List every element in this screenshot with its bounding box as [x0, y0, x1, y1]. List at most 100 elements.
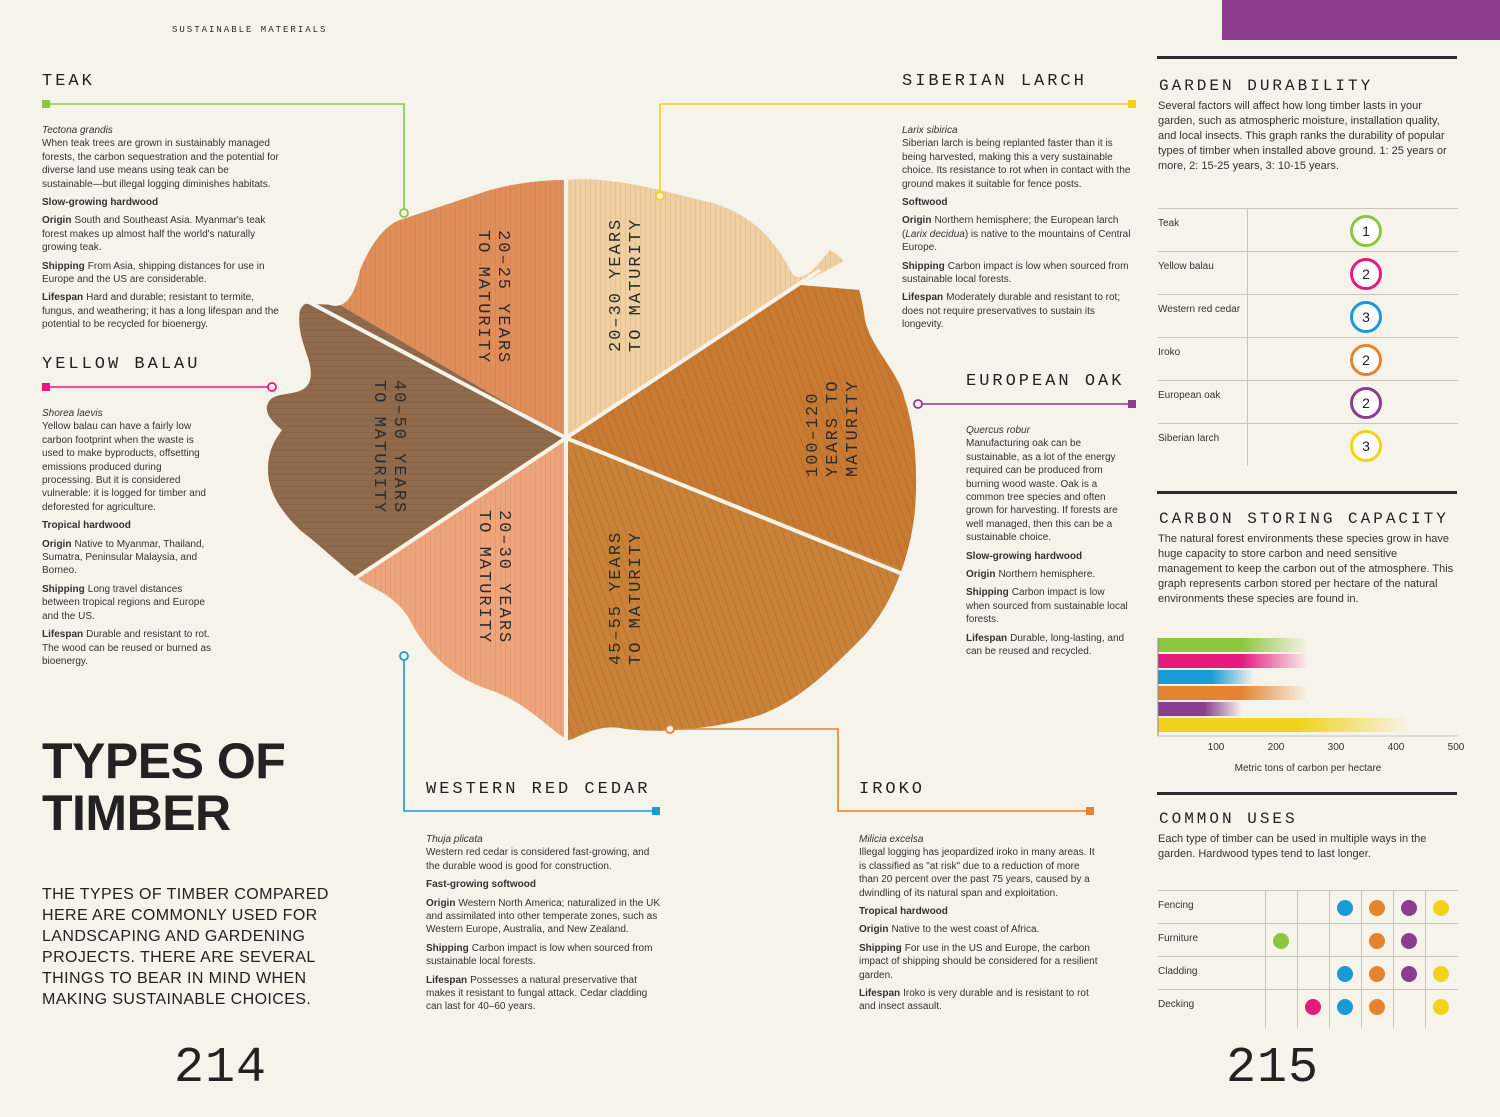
durability-row: Iroko 2: [1158, 337, 1458, 380]
teak-lifespan: Hard and durable; resistant to termite, …: [42, 292, 279, 331]
uses-row: Fencing: [1158, 890, 1458, 923]
carbon-bar-yellow-balau: [1158, 654, 1308, 668]
wedge-label-balau: 40–50 YEARSTO MATURITY: [369, 380, 408, 514]
wedge-label-teak: 20–25 YEARSTO MATURITY: [473, 230, 512, 364]
uses-dot: [1369, 999, 1385, 1015]
iroko-type: Tropical hardwood: [859, 906, 948, 918]
siberian-larch-title: SIBERIAN LARCH: [902, 72, 1087, 91]
iroko-shipping-key: Shipping: [859, 942, 902, 954]
european-oak-origin-key: Origin: [966, 569, 996, 581]
durability-row-label: Teak: [1158, 218, 1180, 229]
uses-grid-line: [1425, 890, 1426, 1028]
uses-row: Cladding: [1158, 956, 1458, 989]
carbon-rule: [1157, 491, 1457, 494]
teak-title: TEAK: [42, 72, 95, 91]
durability-rank-badge: 3: [1350, 430, 1382, 462]
siberian-larch-origin-a: Northern hemisphere; the European larch …: [902, 215, 1119, 240]
european-oak-lifespan-key: Lifespan: [966, 632, 1008, 644]
yellow-balau-type: Tropical hardwood: [42, 520, 131, 532]
european-oak-shipping-key: Shipping: [966, 587, 1009, 599]
siberian-larch-origin-key: Origin: [902, 215, 932, 227]
page-number-right: 215: [1226, 1040, 1320, 1097]
western-red-cedar-type: Fast-growing softwood: [426, 879, 536, 891]
western-red-cedar-intro: Western red cedar is considered fast-gro…: [426, 847, 650, 872]
uses-dot: [1273, 933, 1289, 949]
teak-origin: South and Southeast Asia. Myanmar's teak…: [42, 215, 266, 254]
iroko-title: IROKO: [859, 780, 926, 799]
uses-dot: [1337, 999, 1353, 1015]
carbon-bar-iroko: [1158, 686, 1308, 700]
durability-row-label: Iroko: [1158, 347, 1181, 358]
carbon-tick-label: 300: [1328, 742, 1345, 753]
yellow-balau-origin: Native to Myanmar, Thailand, Sumatra, Pe…: [42, 538, 205, 577]
yellow-balau-lifespan-key: Lifespan: [42, 629, 84, 641]
siberian-larch-shipping-key: Shipping: [902, 260, 945, 272]
european-oak-shipping: Carbon impact is low when sourced from s…: [966, 587, 1128, 626]
yellow-balau-origin-key: Origin: [42, 538, 72, 550]
siberian-larch-latin: Larix sibirica: [902, 125, 958, 136]
top-rule: [1157, 56, 1457, 59]
european-oak-info: Quercus robur Manufacturing oak can be s…: [966, 424, 1128, 664]
siberian-larch-origin-latin: Larix decidua: [905, 228, 965, 240]
western-red-cedar-info: Thuja plicata Western red cedar is consi…: [426, 833, 662, 1019]
uses-dot: [1369, 933, 1385, 949]
carbon-bar-western-red-cedar: [1158, 670, 1254, 684]
european-oak-intro: Manufacturing oak can be sustainable, as…: [966, 438, 1118, 544]
uses-dot: [1337, 900, 1353, 916]
siberian-larch-lifespan-key: Lifespan: [902, 292, 944, 304]
carbon-desc: The natural forest environments these sp…: [1158, 533, 1454, 605]
uses-row: Decking: [1158, 989, 1458, 1022]
page-number-left: 214: [174, 1040, 268, 1097]
carbon-tick-label: 500: [1448, 742, 1465, 753]
uses-dot: [1433, 966, 1449, 982]
european-oak-latin: Quercus robur: [966, 425, 1030, 436]
carbon-tick-label: 400: [1388, 742, 1405, 753]
carbon-bar-european-oak: [1158, 702, 1242, 716]
yellow-balau-shipping: Long travel distances between tropical r…: [42, 583, 205, 622]
carbon-bar-siberian-larch: [1158, 718, 1410, 732]
uses-row: Furniture: [1158, 923, 1458, 956]
western-red-cedar-shipping: Carbon impact is low when sourced from s…: [426, 942, 653, 968]
iroko-origin-key: Origin: [859, 924, 889, 936]
european-oak-origin: Northern hemisphere.: [998, 569, 1096, 581]
durability-row: Western red cedar 3: [1158, 294, 1458, 337]
durability-row-label: Siberian larch: [1158, 433, 1220, 444]
iroko-origin: Native to the west coast of Africa.: [891, 924, 1040, 936]
garden-durability-title: GARDEN DURABILITY: [1159, 77, 1374, 95]
durability-row: European oak 2: [1158, 380, 1458, 423]
durability-row: Teak 1: [1158, 208, 1458, 251]
uses-dot: [1369, 966, 1385, 982]
wedge-label-cedar: 20–30 YEARSTO MATURITY: [474, 510, 513, 644]
durability-row-label: European oak: [1158, 390, 1221, 401]
durability-rank-badge: 3: [1350, 301, 1382, 333]
iroko-intro: Illegal logging has jeopardized iroko in…: [859, 847, 1095, 899]
wedge-label-iroko: 45–55 YEARSTO MATURITY: [607, 531, 646, 665]
yellow-balau-latin: Shorea laevis: [42, 408, 103, 419]
running-head: SUSTAINABLE MATERIALS: [172, 25, 328, 35]
page-title-line1: TYPES OF: [42, 733, 286, 789]
carbon-chart: 100 200 300 400 500 Metric tons of carbon per…: [1157, 638, 1465, 774]
uses-row-label: Decking: [1158, 999, 1195, 1010]
european-oak-title: EUROPEAN OAK: [966, 372, 1125, 391]
common-uses-title: COMMON USES: [1159, 810, 1298, 828]
carbon-tick-label: 100: [1208, 742, 1225, 753]
teak-latin: Tectona grandis: [42, 125, 113, 136]
yellow-balau-shipping-key: Shipping: [42, 583, 85, 595]
garden-durability-desc: Several factors will affect how long tim…: [1158, 100, 1447, 172]
uses-row-label: Furniture: [1158, 933, 1199, 944]
western-red-cedar-lifespan-key: Lifespan: [426, 974, 468, 986]
uses-dot: [1401, 900, 1417, 916]
section-color-tab: [1222, 0, 1500, 40]
page-title: TYPES OF TIMBER: [42, 733, 286, 839]
uses-dot: [1401, 933, 1417, 949]
siberian-larch-type: Softwood: [902, 197, 948, 209]
uses-grid-line: [1297, 890, 1298, 1028]
uses-grid-line: [1361, 890, 1362, 1028]
carbon-xlabel: Metric tons of carbon per hectare: [1235, 763, 1382, 774]
western-red-cedar-latin: Thuja plicata: [426, 834, 483, 845]
carbon-tick-label: 200: [1268, 742, 1285, 753]
durability-row-label: Western red cedar: [1158, 304, 1241, 315]
siberian-larch-lifespan: Moderately durable and resistant to rot;…: [902, 292, 1121, 331]
carbon-title: CARBON STORING CAPACITY: [1159, 510, 1449, 528]
